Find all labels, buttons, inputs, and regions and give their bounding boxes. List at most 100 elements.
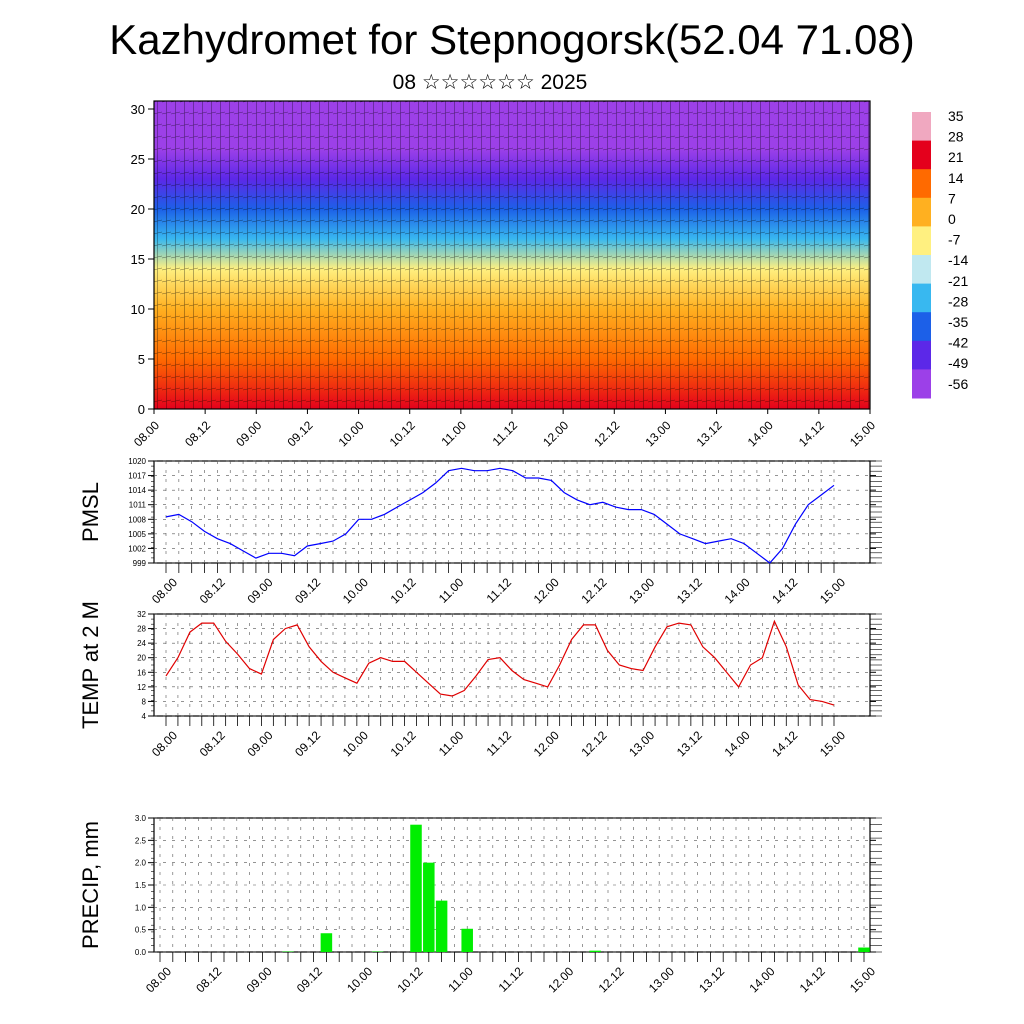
x-tick-label: 12.00 bbox=[540, 418, 571, 449]
y-tick-label: 999 bbox=[133, 559, 147, 568]
y-tick-label: 1002 bbox=[128, 544, 146, 553]
x-tick-label: 09.00 bbox=[244, 575, 275, 606]
y-tick-label: 20 bbox=[137, 654, 146, 663]
x-tick-label: 14.12 bbox=[769, 728, 800, 759]
color-bar-swatch bbox=[912, 112, 931, 142]
y-tick-label: 5 bbox=[138, 352, 145, 367]
y-axis-label: TEMP at 2 M bbox=[78, 601, 103, 729]
x-tick-label: 13.12 bbox=[674, 728, 705, 759]
y-tick-label: 0.5 bbox=[135, 926, 147, 935]
color-bar-label: 7 bbox=[948, 190, 956, 206]
x-tick-label: 11.00 bbox=[436, 575, 467, 606]
color-bar-label: -28 bbox=[948, 293, 968, 309]
x-tick-label: 14.12 bbox=[796, 418, 827, 449]
y-tick-label: 1.5 bbox=[135, 881, 147, 890]
x-tick-label: 14.12 bbox=[797, 964, 828, 995]
precip-bar bbox=[435, 900, 448, 952]
color-bar-swatch bbox=[912, 197, 931, 227]
x-tick-label: 10.12 bbox=[387, 418, 418, 449]
x-tick-label: 08.12 bbox=[197, 575, 228, 606]
panel-frame bbox=[153, 613, 871, 717]
x-tick-label: 12.12 bbox=[578, 575, 609, 606]
color-bar-swatch bbox=[912, 283, 931, 313]
x-tick-label: 15.00 bbox=[847, 964, 878, 995]
panel-frame bbox=[153, 817, 871, 953]
chart-title: Kazhydromet for Stepnogorsk(52.04 71.08) bbox=[109, 16, 915, 63]
precip-bar bbox=[858, 947, 870, 952]
x-tick-label: 08.00 bbox=[143, 964, 174, 995]
y-tick-label: 2.5 bbox=[135, 836, 147, 845]
y-tick-label: 32 bbox=[137, 610, 146, 619]
y-axis-label: PRECIP, mm bbox=[78, 821, 103, 949]
y-tick-label: 25 bbox=[131, 152, 145, 167]
x-tick-label: 10.00 bbox=[336, 418, 367, 449]
x-tick-label: 08.00 bbox=[149, 728, 180, 759]
x-tick-label: 12.00 bbox=[531, 728, 562, 759]
precip-bar bbox=[320, 933, 333, 952]
color-bar: 35 28 21 14 7 0 -7 -14 -21 -28 -35 -42 -49 -56 bbox=[912, 108, 968, 399]
x-tick-label: 12.12 bbox=[578, 728, 609, 759]
x-tick-label: 10.00 bbox=[344, 964, 375, 995]
y-tick-label: 0.0 bbox=[135, 948, 147, 957]
color-bar-label: -14 bbox=[948, 252, 968, 268]
x-tick-label: 13.12 bbox=[674, 575, 705, 606]
x-tick-label: 11.00 bbox=[445, 964, 476, 995]
color-bar-label: 0 bbox=[948, 211, 956, 227]
panel-frame bbox=[153, 460, 871, 564]
y-tick-label: 30 bbox=[131, 102, 145, 117]
y-tick-label: 10 bbox=[131, 302, 145, 317]
x-tick-label: 09.12 bbox=[292, 575, 323, 606]
x-tick-label: 13.00 bbox=[642, 418, 673, 449]
y-tick-label: 1017 bbox=[128, 472, 146, 481]
x-tick-label: 08.00 bbox=[131, 418, 162, 449]
x-tick-label: 14.00 bbox=[722, 728, 753, 759]
precip-bar bbox=[589, 950, 601, 952]
x-tick-label: 09.00 bbox=[244, 964, 275, 995]
x-tick-label: 13.00 bbox=[646, 964, 677, 995]
x-tick-label: 13.12 bbox=[696, 964, 727, 995]
cross-section-field bbox=[154, 101, 870, 409]
x-tick-label: 11.12 bbox=[484, 728, 515, 759]
x-tick-label: 08.12 bbox=[197, 728, 228, 759]
chart-date-line: 08 ☆☆☆☆☆☆ 2025 bbox=[392, 71, 588, 94]
color-bar-swatch bbox=[912, 169, 931, 199]
x-tick-label: 15.00 bbox=[847, 418, 878, 449]
y-axis-label: PMSL bbox=[78, 482, 103, 542]
color-bar-label: 14 bbox=[948, 170, 964, 186]
wind-barb-layer bbox=[154, 101, 870, 409]
x-tick-label: 09.00 bbox=[244, 728, 275, 759]
color-bar-label: -35 bbox=[948, 314, 968, 330]
y-tick-label: 0 bbox=[138, 402, 145, 417]
temp-2m-panel: 32 28 24 20 16 12 8 408.00 08.12 09.00 09.12 10.00 1… bbox=[78, 601, 882, 759]
series-line bbox=[165, 467, 835, 564]
y-tick-label: 1005 bbox=[128, 530, 146, 539]
color-bar-label: -56 bbox=[948, 376, 968, 392]
y-tick-label: 12 bbox=[137, 683, 146, 692]
x-tick-label: 14.12 bbox=[769, 575, 800, 606]
x-tick-label: 15.00 bbox=[817, 575, 848, 606]
y-tick-label: 3.0 bbox=[135, 814, 147, 823]
x-tick-label: 08.12 bbox=[182, 418, 213, 449]
x-tick-label: 08.12 bbox=[193, 964, 224, 995]
color-bar-label: -21 bbox=[948, 273, 968, 289]
x-tick-label: 12.12 bbox=[596, 964, 627, 995]
x-tick-label: 11.12 bbox=[496, 964, 527, 995]
x-tick-label: 09.12 bbox=[292, 728, 323, 759]
y-tick-label: 1011 bbox=[129, 501, 147, 510]
x-tick-label: 14.00 bbox=[746, 964, 777, 995]
x-tick-label: 10.00 bbox=[340, 575, 371, 606]
series-line bbox=[165, 619, 835, 706]
color-bar-swatch bbox=[912, 369, 931, 399]
color-bar-swatch bbox=[912, 226, 931, 256]
x-tick-label: 09.12 bbox=[294, 964, 325, 995]
y-tick-label: 8 bbox=[142, 697, 147, 706]
x-tick-label: 11.12 bbox=[484, 575, 515, 606]
x-tick-label: 12.00 bbox=[531, 575, 562, 606]
precip-bar bbox=[461, 928, 473, 952]
y-tick-label: 1.0 bbox=[135, 903, 147, 912]
x-tick-label: 13.00 bbox=[626, 575, 657, 606]
y-tick-label: 15 bbox=[131, 252, 145, 267]
precip-panel: 3.0 2.5 2.0 1.5 1.0 0.5 0.0 08.00 08.12 09.00 09.1… bbox=[78, 814, 882, 995]
